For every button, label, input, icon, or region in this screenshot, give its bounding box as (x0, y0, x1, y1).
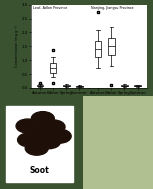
FancyBboxPatch shape (6, 106, 73, 182)
Text: Leaf, Adlon Province: Leaf, Adlon Province (33, 6, 67, 10)
Circle shape (42, 120, 65, 134)
Y-axis label: Concentration (mg g⁻¹): Concentration (mg g⁻¹) (15, 26, 19, 67)
Text: Nanjing, Jiangsu Province: Nanjing, Jiangsu Province (91, 6, 134, 10)
PathPatch shape (108, 38, 114, 55)
Text: Soot: Soot (30, 166, 50, 175)
FancyBboxPatch shape (83, 96, 153, 189)
PathPatch shape (121, 85, 128, 87)
PathPatch shape (95, 41, 101, 57)
PathPatch shape (37, 85, 43, 86)
Circle shape (16, 119, 39, 133)
PathPatch shape (63, 85, 70, 87)
PathPatch shape (50, 63, 56, 73)
Circle shape (37, 135, 60, 149)
Circle shape (31, 112, 54, 125)
Circle shape (48, 129, 71, 143)
Circle shape (18, 133, 41, 147)
Circle shape (25, 141, 48, 155)
PathPatch shape (134, 85, 141, 87)
PathPatch shape (76, 86, 83, 87)
Circle shape (28, 126, 51, 140)
